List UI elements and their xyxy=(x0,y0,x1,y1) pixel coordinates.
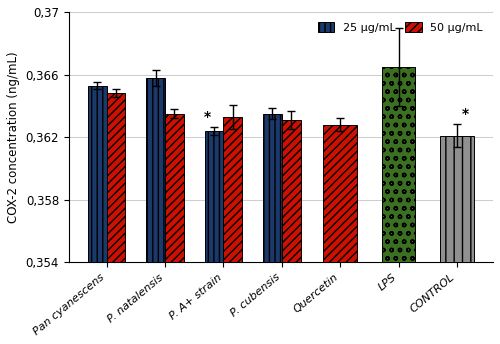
Legend: 25 µg/mL, 50 µg/mL: 25 µg/mL, 50 µg/mL xyxy=(313,18,488,37)
Bar xyxy=(146,78,165,262)
Bar xyxy=(224,117,242,262)
Bar xyxy=(263,114,282,262)
Text: *: * xyxy=(204,110,210,124)
Bar xyxy=(88,86,106,262)
Bar xyxy=(440,136,474,262)
Bar xyxy=(282,120,300,262)
Bar xyxy=(324,125,357,262)
Y-axis label: COX-2 concentration (ng/mL): COX-2 concentration (ng/mL) xyxy=(7,51,20,223)
Bar xyxy=(382,67,416,262)
Bar xyxy=(205,131,224,262)
Bar xyxy=(106,93,126,262)
Bar xyxy=(165,114,184,262)
Text: *: * xyxy=(462,107,469,121)
